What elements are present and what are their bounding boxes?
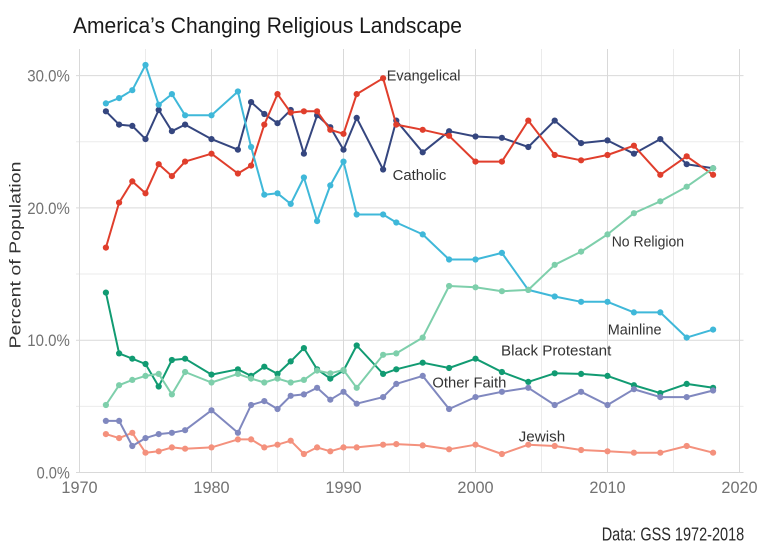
svg-text:0.0%: 0.0% [37,464,70,483]
svg-text:2000: 2000 [457,478,493,497]
svg-text:Evangelical: Evangelical [387,68,461,85]
svg-text:2020: 2020 [721,478,757,497]
svg-text:America’s Changing Religious L: America’s Changing Religious Landscape [73,13,462,38]
svg-text:2010: 2010 [589,478,625,497]
svg-text:Black Protestant: Black Protestant [501,343,612,360]
svg-text:Data: GSS 1972-2018: Data: GSS 1972-2018 [602,524,745,545]
svg-text:Catholic: Catholic [393,167,447,184]
svg-text:No Religion: No Religion [612,234,684,251]
svg-text:Mainline: Mainline [608,321,662,338]
svg-text:1980: 1980 [193,478,229,497]
svg-text:10.0%: 10.0% [27,331,70,350]
svg-text:1990: 1990 [325,478,361,497]
svg-text:30.0%: 30.0% [27,67,70,86]
svg-text:1970: 1970 [61,478,97,497]
svg-text:20.0%: 20.0% [27,199,70,218]
svg-text:Other Faith: Other Faith [432,374,506,391]
svg-text:Percent of Population: Percent of Population [8,162,25,349]
svg-text:Jewish: Jewish [519,429,566,446]
